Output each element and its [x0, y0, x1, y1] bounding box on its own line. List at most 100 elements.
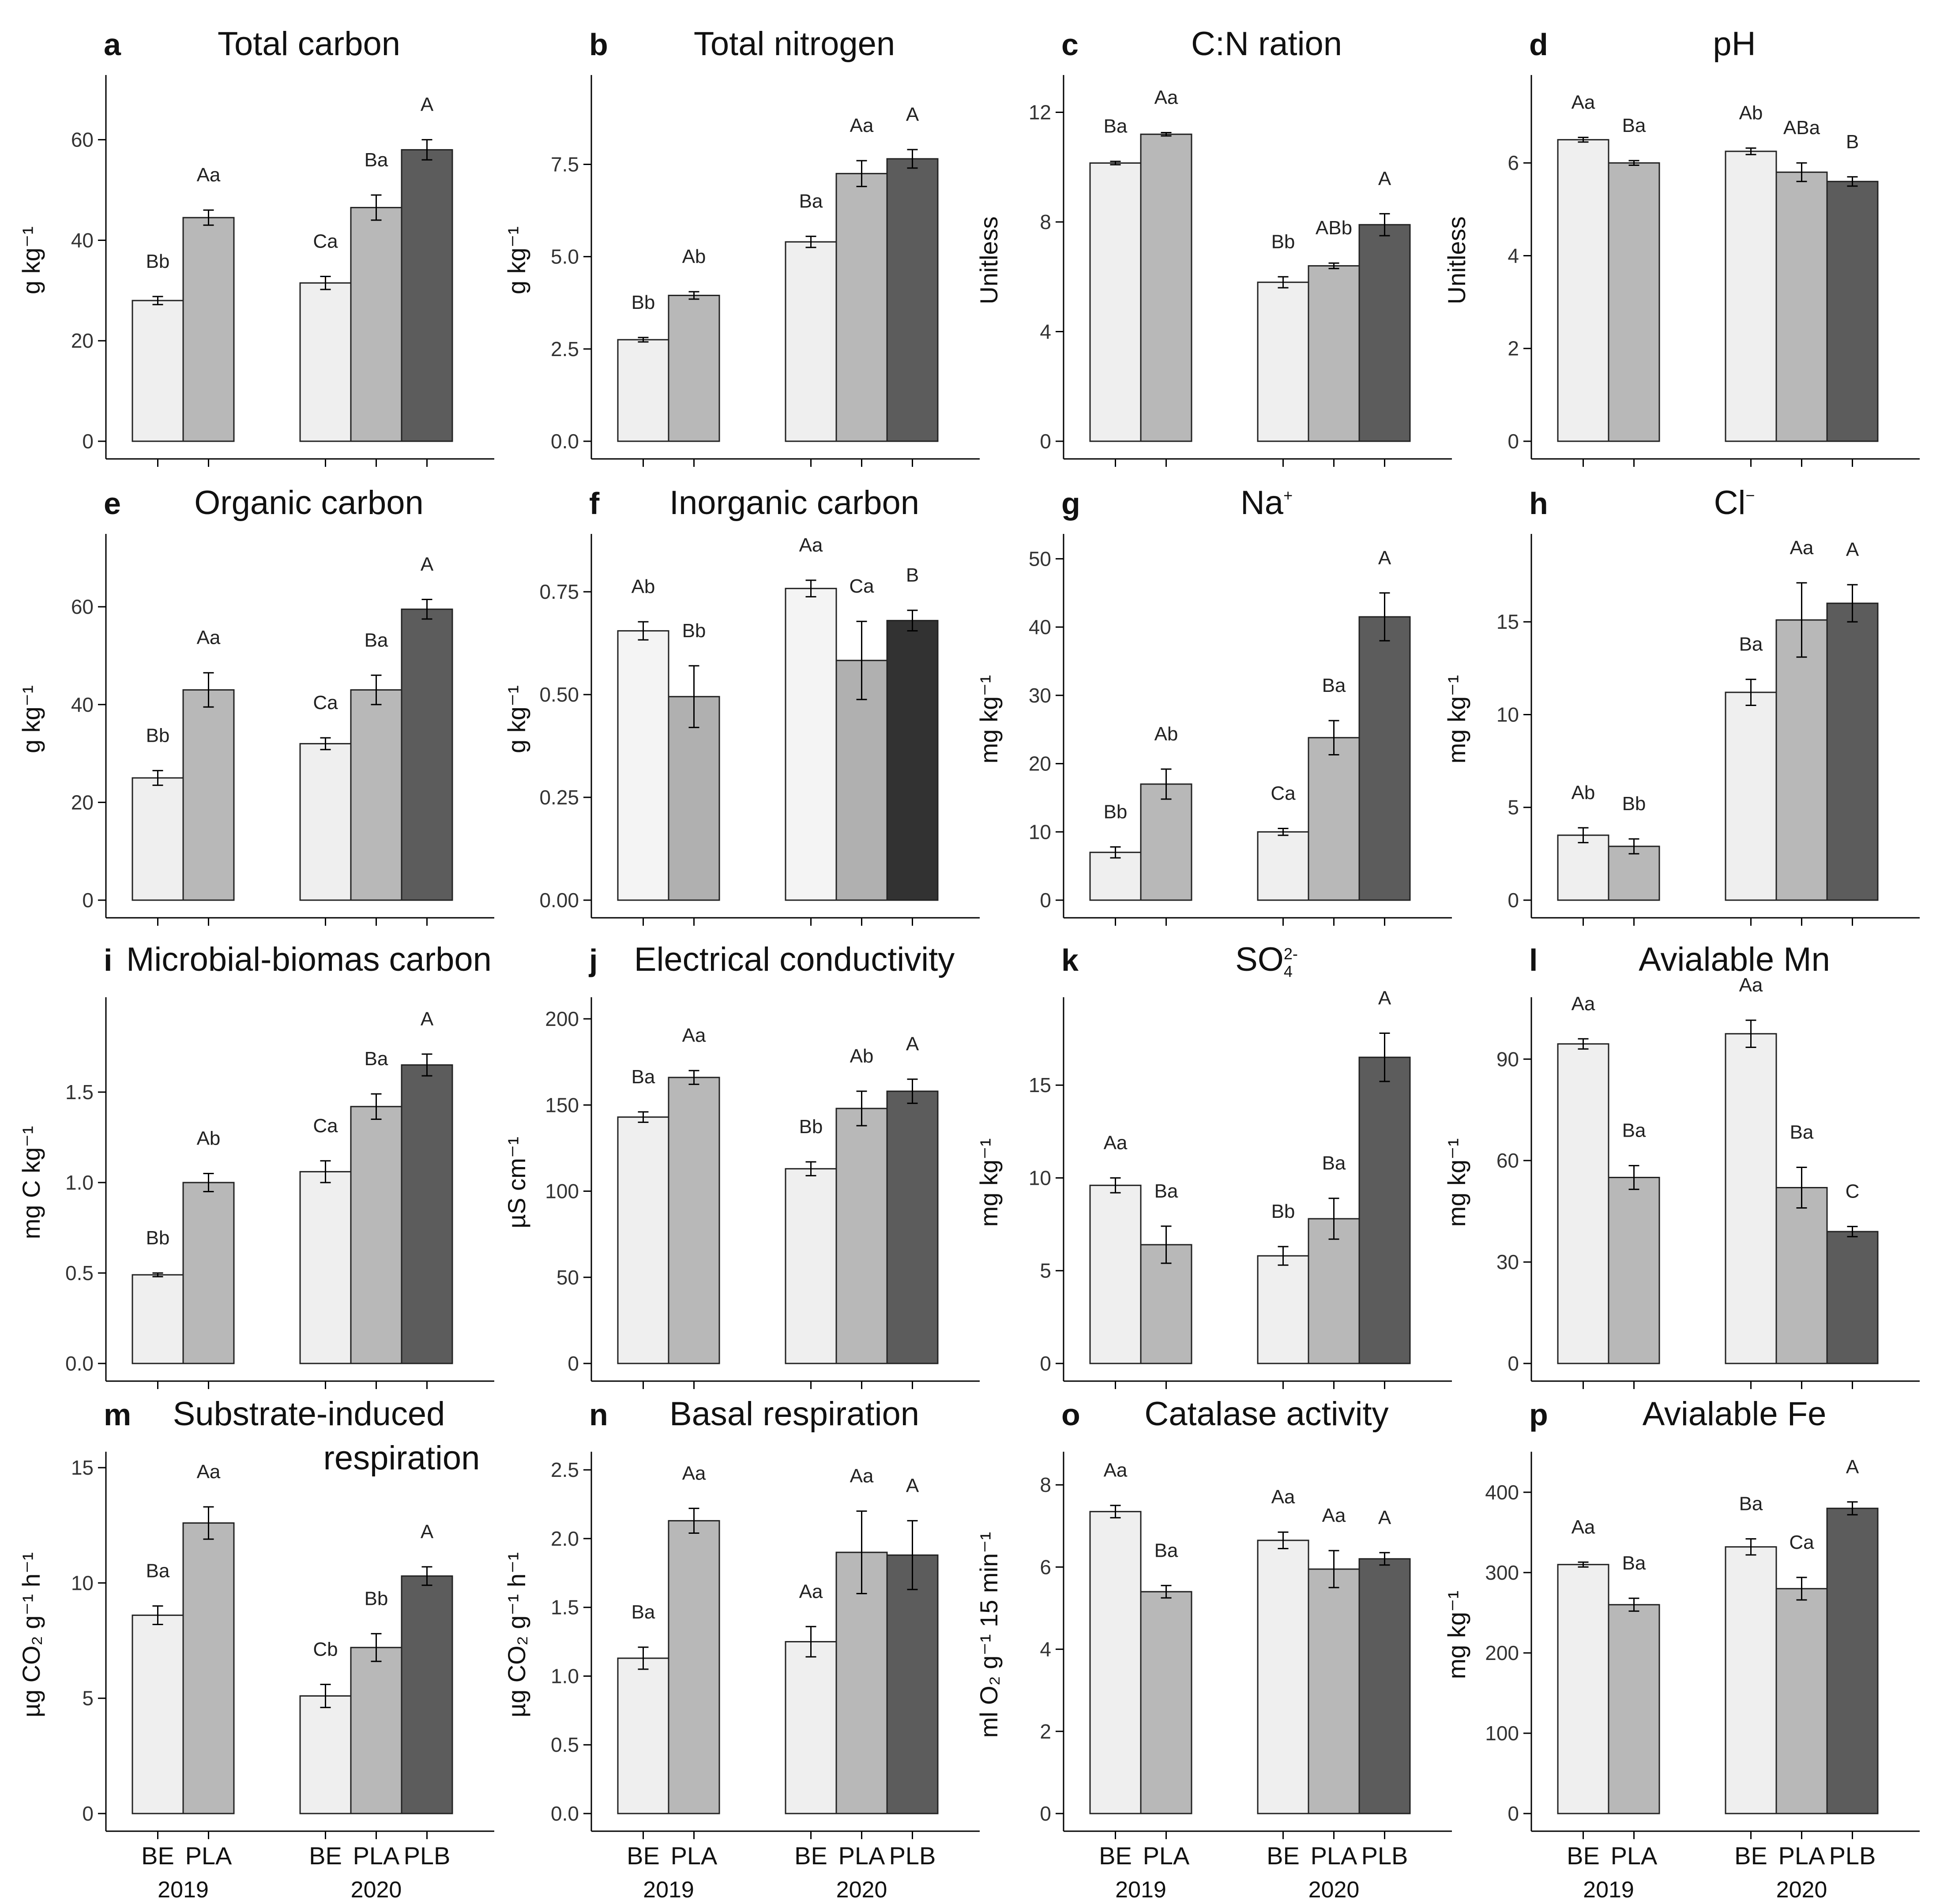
panel-title-text: Inorganic carbon [669, 484, 919, 522]
y-axis-label: g kg⁻¹ [17, 685, 45, 753]
significance-letter: Ca [313, 1115, 338, 1137]
significance-letter: A [421, 554, 434, 575]
x-category-label: PLB [1829, 1842, 1876, 1870]
significance-letter: Bb [632, 292, 655, 313]
panel-title-text: Substrate-induced [173, 1395, 445, 1433]
y-tick-label: 0.25 [539, 786, 579, 809]
significance-letter: C [1846, 1181, 1860, 1202]
bar-be-2020 [1257, 1255, 1309, 1364]
significance-letter: A [421, 94, 434, 116]
significance-letter: Aa [799, 1581, 823, 1602]
y-tick-label: 5 [82, 1687, 94, 1710]
panel-title: Cl− [1714, 484, 1755, 522]
panel-b: b Total nitrogen 0.0 2.5 5.0 7.5 g kg⁻¹ Bb Ab Ba A… [503, 25, 980, 467]
significance-letter: A [906, 1475, 919, 1496]
panel-title: C:N ration [1191, 25, 1342, 63]
y-tick-label: 0 [1040, 1352, 1051, 1375]
y-axis-label: g kg⁻¹ [503, 685, 530, 753]
bar-pla-2020 [835, 1108, 888, 1364]
y-tick-label: 0.75 [539, 580, 579, 603]
significance-letter: Bb [1271, 1201, 1295, 1222]
x-category-label: PLB [889, 1842, 936, 1870]
y-axis-label: mg kg⁻¹ [1443, 1591, 1470, 1679]
panel-title-text: Total nitrogen [694, 25, 895, 63]
significance-letter: Aa [197, 1461, 221, 1483]
significance-letter: Aa [1104, 1132, 1128, 1153]
significance-letter: A [1378, 1507, 1391, 1528]
significance-letter: Ba [1322, 675, 1346, 696]
bar-be-2019 [617, 630, 669, 901]
bar-pla-2019 [668, 1520, 720, 1814]
significance-letter: A [906, 1033, 919, 1055]
bar-pla-2020 [1308, 1218, 1360, 1364]
y-axis-label: mg kg⁻¹ [1443, 675, 1470, 764]
y-tick-label: 10 [71, 1571, 94, 1594]
bar-pla-2019 [1608, 1177, 1660, 1364]
panel-title: Basal respiration [669, 1395, 919, 1433]
panel-title: Substrate-induced [173, 1395, 445, 1433]
panel-title: Organic carbon [194, 484, 424, 522]
bar-plb-2020 [1358, 224, 1411, 442]
bar-pla-2020 [350, 207, 402, 442]
significance-letter: Aa [799, 534, 823, 556]
panel-letter: k [1061, 943, 1079, 977]
bar-be-2019 [1557, 1043, 1609, 1364]
significance-letter: Ba [1739, 634, 1763, 655]
significance-letter: A [421, 1008, 434, 1030]
bar-pla-2019 [1608, 1604, 1660, 1814]
panel-title: SO42- [1235, 941, 1298, 980]
y-tick-label: 100 [1485, 1722, 1519, 1745]
panel-letter: i [104, 943, 112, 977]
bar-pla-2020 [1775, 1187, 1828, 1364]
y-axis-label: µg CO₂ g⁻¹ h⁻¹ [17, 1552, 45, 1718]
y-tick-label: 0 [82, 430, 94, 453]
bar-pla-2019 [668, 696, 720, 901]
y-tick-label: 60 [1496, 1149, 1519, 1172]
y-tick-label: 7.5 [551, 153, 579, 176]
significance-letter: A [1846, 1456, 1859, 1478]
significance-letter: Aa [1104, 1460, 1128, 1481]
x-year-label: 2019 [643, 1877, 694, 1903]
y-tick-label: 0 [1040, 1802, 1051, 1825]
panel-p: p Avialable Fe 0 100 200 300 400 mg kg⁻¹ Aa BE Ba P… [1443, 1395, 1920, 1903]
bar-be-2020 [1725, 1546, 1777, 1814]
y-tick-label: 0 [1508, 1802, 1519, 1825]
x-category-label: PLA [185, 1842, 232, 1870]
bar-plb-2020 [886, 620, 939, 901]
x-category-label: PLA [838, 1842, 885, 1870]
panel-letter: n [589, 1397, 608, 1432]
significance-letter: A [906, 104, 919, 125]
y-tick-label: 400 [1485, 1481, 1519, 1504]
significance-letter: Aa [1572, 1516, 1595, 1538]
bar-plb-2020 [401, 1575, 453, 1814]
y-tick-label: 0.50 [539, 683, 579, 706]
y-axis-label: µS cm⁻¹ [503, 1137, 530, 1228]
significance-letter: B [906, 564, 919, 586]
panel-a: a Total carbon 0 20 40 60 g kg⁻¹ Bb Aa Ca Ba A [17, 25, 494, 467]
bar-pla-2020 [835, 173, 888, 442]
y-tick-label: 1.5 [551, 1596, 579, 1619]
bar-pla-2020 [835, 660, 888, 901]
panel-letter: a [104, 27, 121, 62]
x-category-label: BE [1099, 1842, 1132, 1870]
significance-letter: Ba [365, 629, 388, 651]
bar-be-2020 [785, 1641, 837, 1814]
panel-title-text: pH [1713, 25, 1756, 63]
significance-letter: Bb [146, 1227, 170, 1249]
x-category-label: BE [627, 1842, 660, 1870]
y-tick-label: 5 [1040, 1259, 1051, 1282]
significance-letter: Aa [850, 1465, 874, 1487]
bar-plb-2020 [886, 1090, 939, 1364]
y-tick-label: 50 [1029, 547, 1051, 570]
y-tick-label: 0 [1508, 430, 1519, 453]
panel-title: Electrical conductivity [634, 941, 955, 978]
x-category-label: PLA [353, 1842, 400, 1870]
significance-letter: Bb [365, 1588, 388, 1609]
x-year-label: 2020 [1776, 1877, 1827, 1903]
y-tick-label: 4 [1040, 320, 1051, 343]
bar-be-2019 [1557, 834, 1609, 901]
y-tick-label: 40 [71, 229, 94, 252]
y-tick-label: 6 [1040, 1555, 1051, 1578]
y-tick-label: 60 [71, 128, 94, 151]
bar-plb-2020 [401, 1064, 453, 1364]
